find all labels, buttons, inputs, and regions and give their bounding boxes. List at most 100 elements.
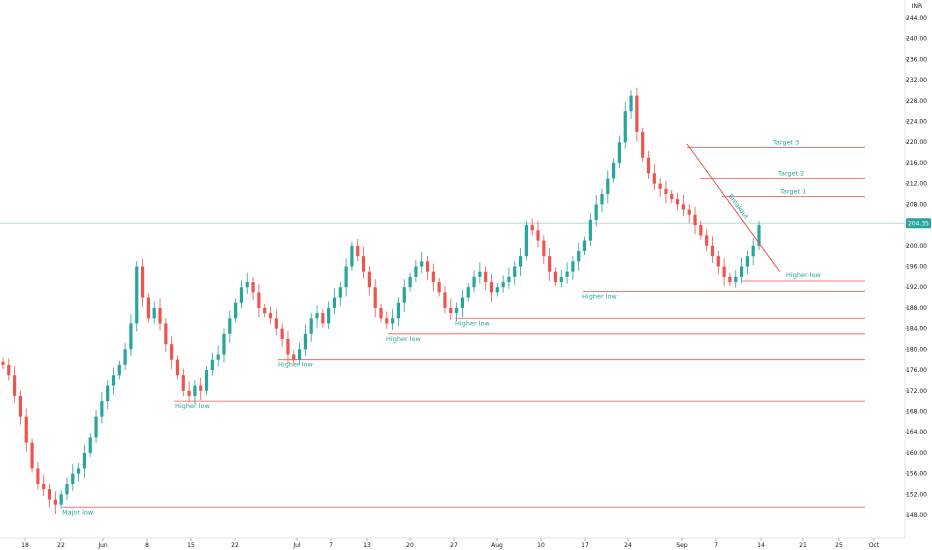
candle-body [1, 361, 5, 365]
currency-label: INR [912, 3, 922, 10]
candle-body [385, 318, 389, 324]
candle-body [646, 157, 651, 174]
y-tick-label: 244.00 [906, 15, 927, 22]
candle-body [286, 338, 290, 355]
time-axis: 18 22 Jun 8 15 22 Jul 7 13 20 27 Aug 10 17 24 Sep 7 14 21 2… [21, 538, 880, 549]
candle-body [321, 313, 325, 324]
candle-body [722, 266, 726, 277]
support-levels: Major low Higher low Higher low Higher low H… [62, 271, 865, 516]
candle-body [449, 307, 453, 314]
candle-body [594, 204, 598, 220]
candle-body [507, 276, 511, 283]
candle-body [82, 452, 87, 469]
candle-body [373, 287, 377, 308]
x-tick-label: 21 [799, 542, 807, 549]
level-label: Higher low [582, 292, 617, 300]
y-tick-label: 164.00 [906, 429, 927, 436]
svg-text:204.35: 204.35 [908, 220, 929, 227]
candle-body [379, 307, 383, 319]
price-axis: 148.00 152.00 156.00 160.00 164.00 168.00 172.… [905, 15, 927, 519]
candle-body [745, 256, 749, 267]
x-tick-label: Jul [292, 542, 301, 549]
candle-body [94, 416, 98, 438]
y-tick-label: 172.00 [906, 388, 927, 395]
candle-body [280, 328, 284, 339]
candle-body [629, 95, 633, 112]
target-levels: Target 1 Target 2 Target 3 [687, 138, 865, 197]
level-label: Higher low [278, 361, 313, 369]
candle-body [577, 250, 581, 262]
candle-body [635, 95, 639, 132]
target-label: Target 1 [779, 188, 806, 196]
candle-body [606, 178, 610, 195]
candle-body [42, 483, 46, 490]
candle-body [59, 494, 63, 505]
candle-body [402, 287, 406, 303]
x-tick-label: 18 [21, 542, 29, 549]
candle-body [548, 256, 552, 272]
x-tick-label: 27 [450, 542, 458, 549]
x-tick-label: 20 [406, 542, 414, 549]
candle-body [117, 364, 121, 376]
candle-body [164, 323, 168, 345]
candle-body [617, 142, 622, 163]
level-label: Higher low [455, 319, 490, 327]
candle-body [664, 188, 668, 195]
y-tick-label: 168.00 [906, 408, 927, 415]
candle-body [367, 271, 371, 288]
candle-body [187, 390, 191, 396]
candle-body [152, 307, 156, 319]
y-tick-label: 220.00 [906, 139, 927, 146]
y-tick-label: 200.00 [906, 243, 927, 250]
x-tick-label: 17 [581, 542, 589, 549]
candle-body [338, 287, 342, 298]
candle-body [327, 307, 331, 324]
candle-body [350, 245, 354, 267]
candle-body [175, 359, 180, 376]
candle-body [408, 276, 412, 288]
candle-body [518, 256, 523, 267]
candle-body [193, 385, 197, 396]
candle-body [170, 344, 174, 360]
candle-body [565, 271, 569, 277]
candle-body [571, 261, 575, 272]
candle-body [455, 307, 459, 314]
candle-body [309, 318, 313, 334]
candle-body [65, 483, 69, 495]
candle-body [111, 375, 116, 386]
level-label: Higher low [786, 271, 821, 279]
x-tick-label: 22 [231, 542, 239, 549]
candlestick-series [1, 87, 761, 515]
candle-body [77, 468, 81, 474]
y-tick-label: 228.00 [906, 98, 927, 105]
y-tick-label: 156.00 [906, 471, 927, 478]
x-tick-label: Oct [869, 542, 880, 549]
candle-body [129, 323, 133, 350]
candle-body [13, 375, 17, 396]
candle-body [489, 282, 494, 293]
candle-body [739, 266, 744, 277]
candle-body [734, 276, 738, 283]
y-tick-label: 152.00 [906, 491, 927, 498]
candle-body [542, 240, 546, 257]
x-tick-label: 7 [329, 542, 333, 549]
candle-body [705, 235, 709, 246]
level-label: Higher low [175, 402, 210, 410]
candle-body [710, 245, 715, 257]
x-tick-label: 7 [714, 542, 718, 549]
trendline[interactable] [686, 143, 781, 273]
y-tick-label: 180.00 [906, 346, 927, 353]
candle-body [513, 266, 517, 277]
x-tick-label: 24 [624, 542, 632, 549]
candle-body [204, 370, 209, 391]
candle-body [553, 271, 558, 283]
candle-body [681, 204, 685, 210]
candle-body [106, 385, 110, 402]
candle-body [158, 307, 162, 324]
y-tick-label: 188.00 [906, 305, 927, 312]
candle-body [181, 375, 185, 391]
y-tick-label: 240.00 [906, 36, 927, 43]
candle-body [658, 183, 662, 189]
candle-body [245, 282, 249, 288]
